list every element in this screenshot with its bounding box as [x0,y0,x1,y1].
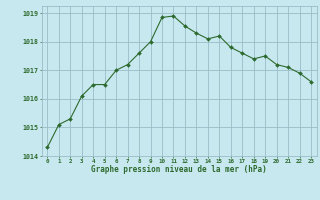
X-axis label: Graphe pression niveau de la mer (hPa): Graphe pression niveau de la mer (hPa) [91,165,267,174]
